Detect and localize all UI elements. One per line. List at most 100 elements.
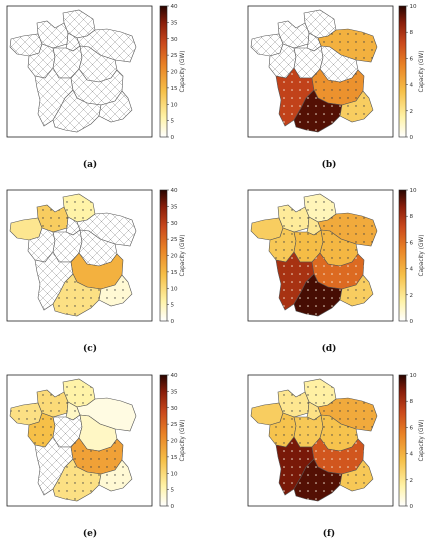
region-hatch (251, 34, 283, 56)
region-nouvelle-aquitaine (34, 436, 74, 496)
colorbar-tick-label: 2 (410, 293, 414, 299)
region-provence-alpes-cote-d-azur (339, 90, 374, 123)
colorbar-tick-label: 0 (171, 135, 175, 141)
region-dots (269, 228, 296, 262)
region-auvergne-rhone-alpes (311, 252, 365, 290)
region-dots (320, 230, 358, 266)
colorbar-tick-label: 10 (171, 102, 179, 108)
colorbar-label: Capacity (GW) (419, 51, 425, 93)
region-dots (312, 253, 364, 289)
colorbar-tick-label: 8 (410, 399, 414, 405)
colorbar-tick-label: 2 (410, 109, 414, 115)
region-bourgogne-franche-comte (319, 414, 359, 452)
region-grand-est (76, 28, 137, 63)
region-pays-de-la-loire (268, 43, 297, 79)
region-hatch (79, 46, 117, 82)
region-pays-de-la-loire (27, 43, 56, 79)
colorbar-tick-label: 35 (171, 389, 179, 395)
region-dots (312, 438, 364, 474)
region-hatch (66, 33, 80, 51)
region-dots (63, 379, 95, 407)
region-pays-de-la-loire (268, 227, 297, 263)
panel-label: (d) (322, 343, 337, 354)
region-dots (320, 415, 358, 451)
colorbar-tick-label: 2 (410, 478, 414, 484)
region-dots (307, 217, 321, 235)
map-panel: 0 5 10 15 20 25 30 35 40 Capacity (GW) (c) (6, 188, 186, 354)
region-hatch (320, 46, 358, 82)
colorbar-gradient (399, 190, 406, 321)
colorbar: 0 5 10 15 20 25 30 35 40 Capacity (GW) (159, 4, 186, 141)
colorbar-label: Capacity (GW) (180, 51, 186, 93)
region-provence-alpes-cote-d-azur (339, 459, 374, 492)
colorbar-tick-label: 8 (410, 214, 414, 220)
colorbar-tick-label: 30 (171, 37, 179, 43)
colorbar-frame (398, 189, 407, 322)
region-hatch (99, 91, 132, 122)
region-dots (340, 91, 373, 122)
region-occitanie (293, 273, 343, 317)
colorbar-tick-label: 35 (171, 204, 179, 210)
region-normandie (277, 204, 310, 233)
colorbar-label: Capacity (GW) (419, 420, 425, 462)
region-dots (269, 413, 296, 447)
colorbar-tick-label: 6 (410, 56, 414, 62)
region-dots (28, 413, 55, 447)
region-hatch (37, 21, 68, 48)
colorbar-tick-label: 4 (410, 267, 414, 273)
colorbar-tick-label: 30 (171, 406, 179, 412)
panel-label: (f) (323, 528, 335, 539)
colorbar-tick-label: 10 (410, 373, 418, 379)
region-bretagne (250, 33, 284, 57)
region-hatch (53, 46, 82, 78)
colorbar-tick-label: 25 (171, 53, 179, 59)
region-hatch (35, 252, 73, 310)
region-provence-alpes-cote-d-azur (339, 274, 374, 307)
region-dots (294, 90, 342, 132)
region-hauts-de-france (303, 378, 337, 408)
region-hatch (35, 68, 73, 126)
region-dots (294, 415, 323, 447)
region-dots (66, 402, 80, 420)
colorbar: 0 2 4 6 8 10 Capacity (GW) (398, 373, 425, 510)
colorbar-gradient (160, 6, 167, 137)
region-dots (340, 460, 373, 491)
france-map (9, 9, 137, 133)
region-provence-alpes-cote-d-azur (98, 274, 133, 307)
region-dots (318, 213, 377, 246)
region-nouvelle-aquitaine (275, 251, 315, 311)
region-ile-de-france (306, 32, 322, 52)
region-bretagne (9, 33, 43, 57)
colorbar-tick-label: 10 (171, 286, 179, 292)
map-panel: 0 5 10 15 20 25 30 35 40 Capacity (GW) (a) (6, 4, 186, 170)
colorbar-tick-label: 8 (410, 30, 414, 36)
region-auvergne-rhone-alpes (311, 68, 365, 106)
france-map (9, 378, 137, 502)
colorbar-tick-label: 4 (410, 452, 414, 458)
region-hauts-de-france (62, 193, 96, 223)
region-centre-val-de-loire (52, 414, 83, 448)
region-occitanie (293, 458, 343, 502)
panel-label: (c) (83, 343, 97, 354)
region-hatch (63, 10, 95, 38)
region-hatch (28, 228, 55, 262)
region-ile-de-france (65, 216, 81, 236)
region-dots (99, 460, 132, 491)
region-occitanie (293, 89, 343, 133)
panel-label: (a) (83, 159, 97, 170)
region-dots (294, 230, 323, 262)
region-occitanie (52, 89, 102, 133)
region-dots (312, 69, 364, 105)
colorbar-gradient (160, 190, 167, 321)
region-dots (307, 402, 321, 420)
colorbar-tick-label: 15 (171, 455, 179, 461)
region-hatch (307, 33, 321, 51)
region-bourgogne-franche-comte (319, 45, 359, 83)
region-hauts-de-france (62, 378, 96, 408)
colorbar-gradient (399, 6, 406, 137)
region-dots (276, 252, 314, 310)
region-dots (318, 398, 377, 431)
region-nouvelle-aquitaine (34, 251, 74, 311)
colorbar-tick-label: 10 (410, 4, 418, 10)
colorbar-tick-label: 5 (171, 303, 175, 309)
